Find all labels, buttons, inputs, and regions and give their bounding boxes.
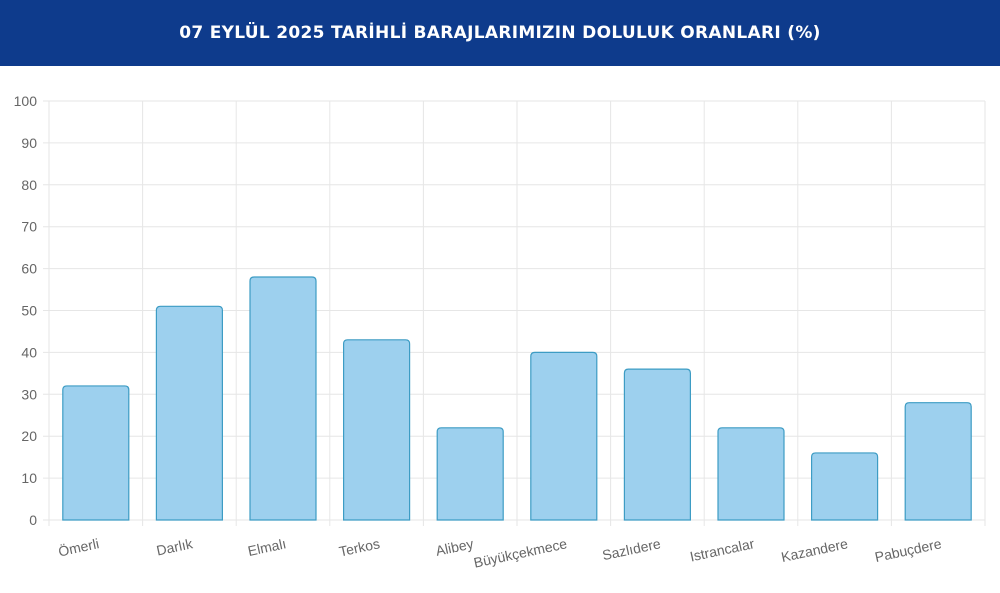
bar [249,276,317,521]
bar [530,351,598,521]
x-tick-label: Istrancalar [688,535,756,564]
x-axis: Ömerli Darlık Elmalı Terkos AlibeyBüyükçekme… [57,534,943,570]
bar [811,452,879,521]
y-tick-label: 50 [21,303,37,319]
y-tick-label: 20 [21,428,37,444]
bar [62,385,130,521]
y-tick-label: 60 [21,261,37,277]
y-tick-label: 80 [21,177,37,193]
chart-title: 07 EYLÜL 2025 TARİHLİ BARAJLARIMIZIN DOL… [179,23,821,43]
chart-header: 07 EYLÜL 2025 TARİHLİ BARAJLARIMIZIN DOL… [0,0,1000,66]
bar [343,339,411,521]
y-tick-label: 10 [21,470,37,486]
y-tick-label: 30 [21,386,37,402]
x-tick-label: Terkos [338,535,382,559]
bar-chart: 0 10 20 30 40 50 60 70 80 90 100 Ömerli Darlık Elmal… [14,93,986,571]
x-tick-label: Alibey [434,535,475,559]
y-tick-label: 100 [14,93,38,109]
y-tick-label: 70 [21,219,37,235]
bar [904,402,972,521]
y-axis: 0 10 20 30 40 50 60 70 80 90 100 [14,93,38,528]
bar [155,305,223,521]
bar [623,368,691,521]
bars [62,276,972,521]
x-tick-label: Kazandere [780,535,850,565]
x-tick-label: Büyükçekmece [472,535,568,570]
x-tick-label: Ömerli [57,534,101,559]
x-tick-label: Elmalı [246,535,287,559]
y-tick-label: 90 [21,135,37,151]
x-tick-label: Pabuçdere [873,535,943,565]
x-tick-label: Darlık [155,535,195,558]
bar [436,427,504,521]
y-tick-label: 40 [21,344,37,360]
x-tick-label: Sazlıdere [601,535,662,563]
y-tick-label: 0 [29,512,37,528]
bar [717,427,785,521]
